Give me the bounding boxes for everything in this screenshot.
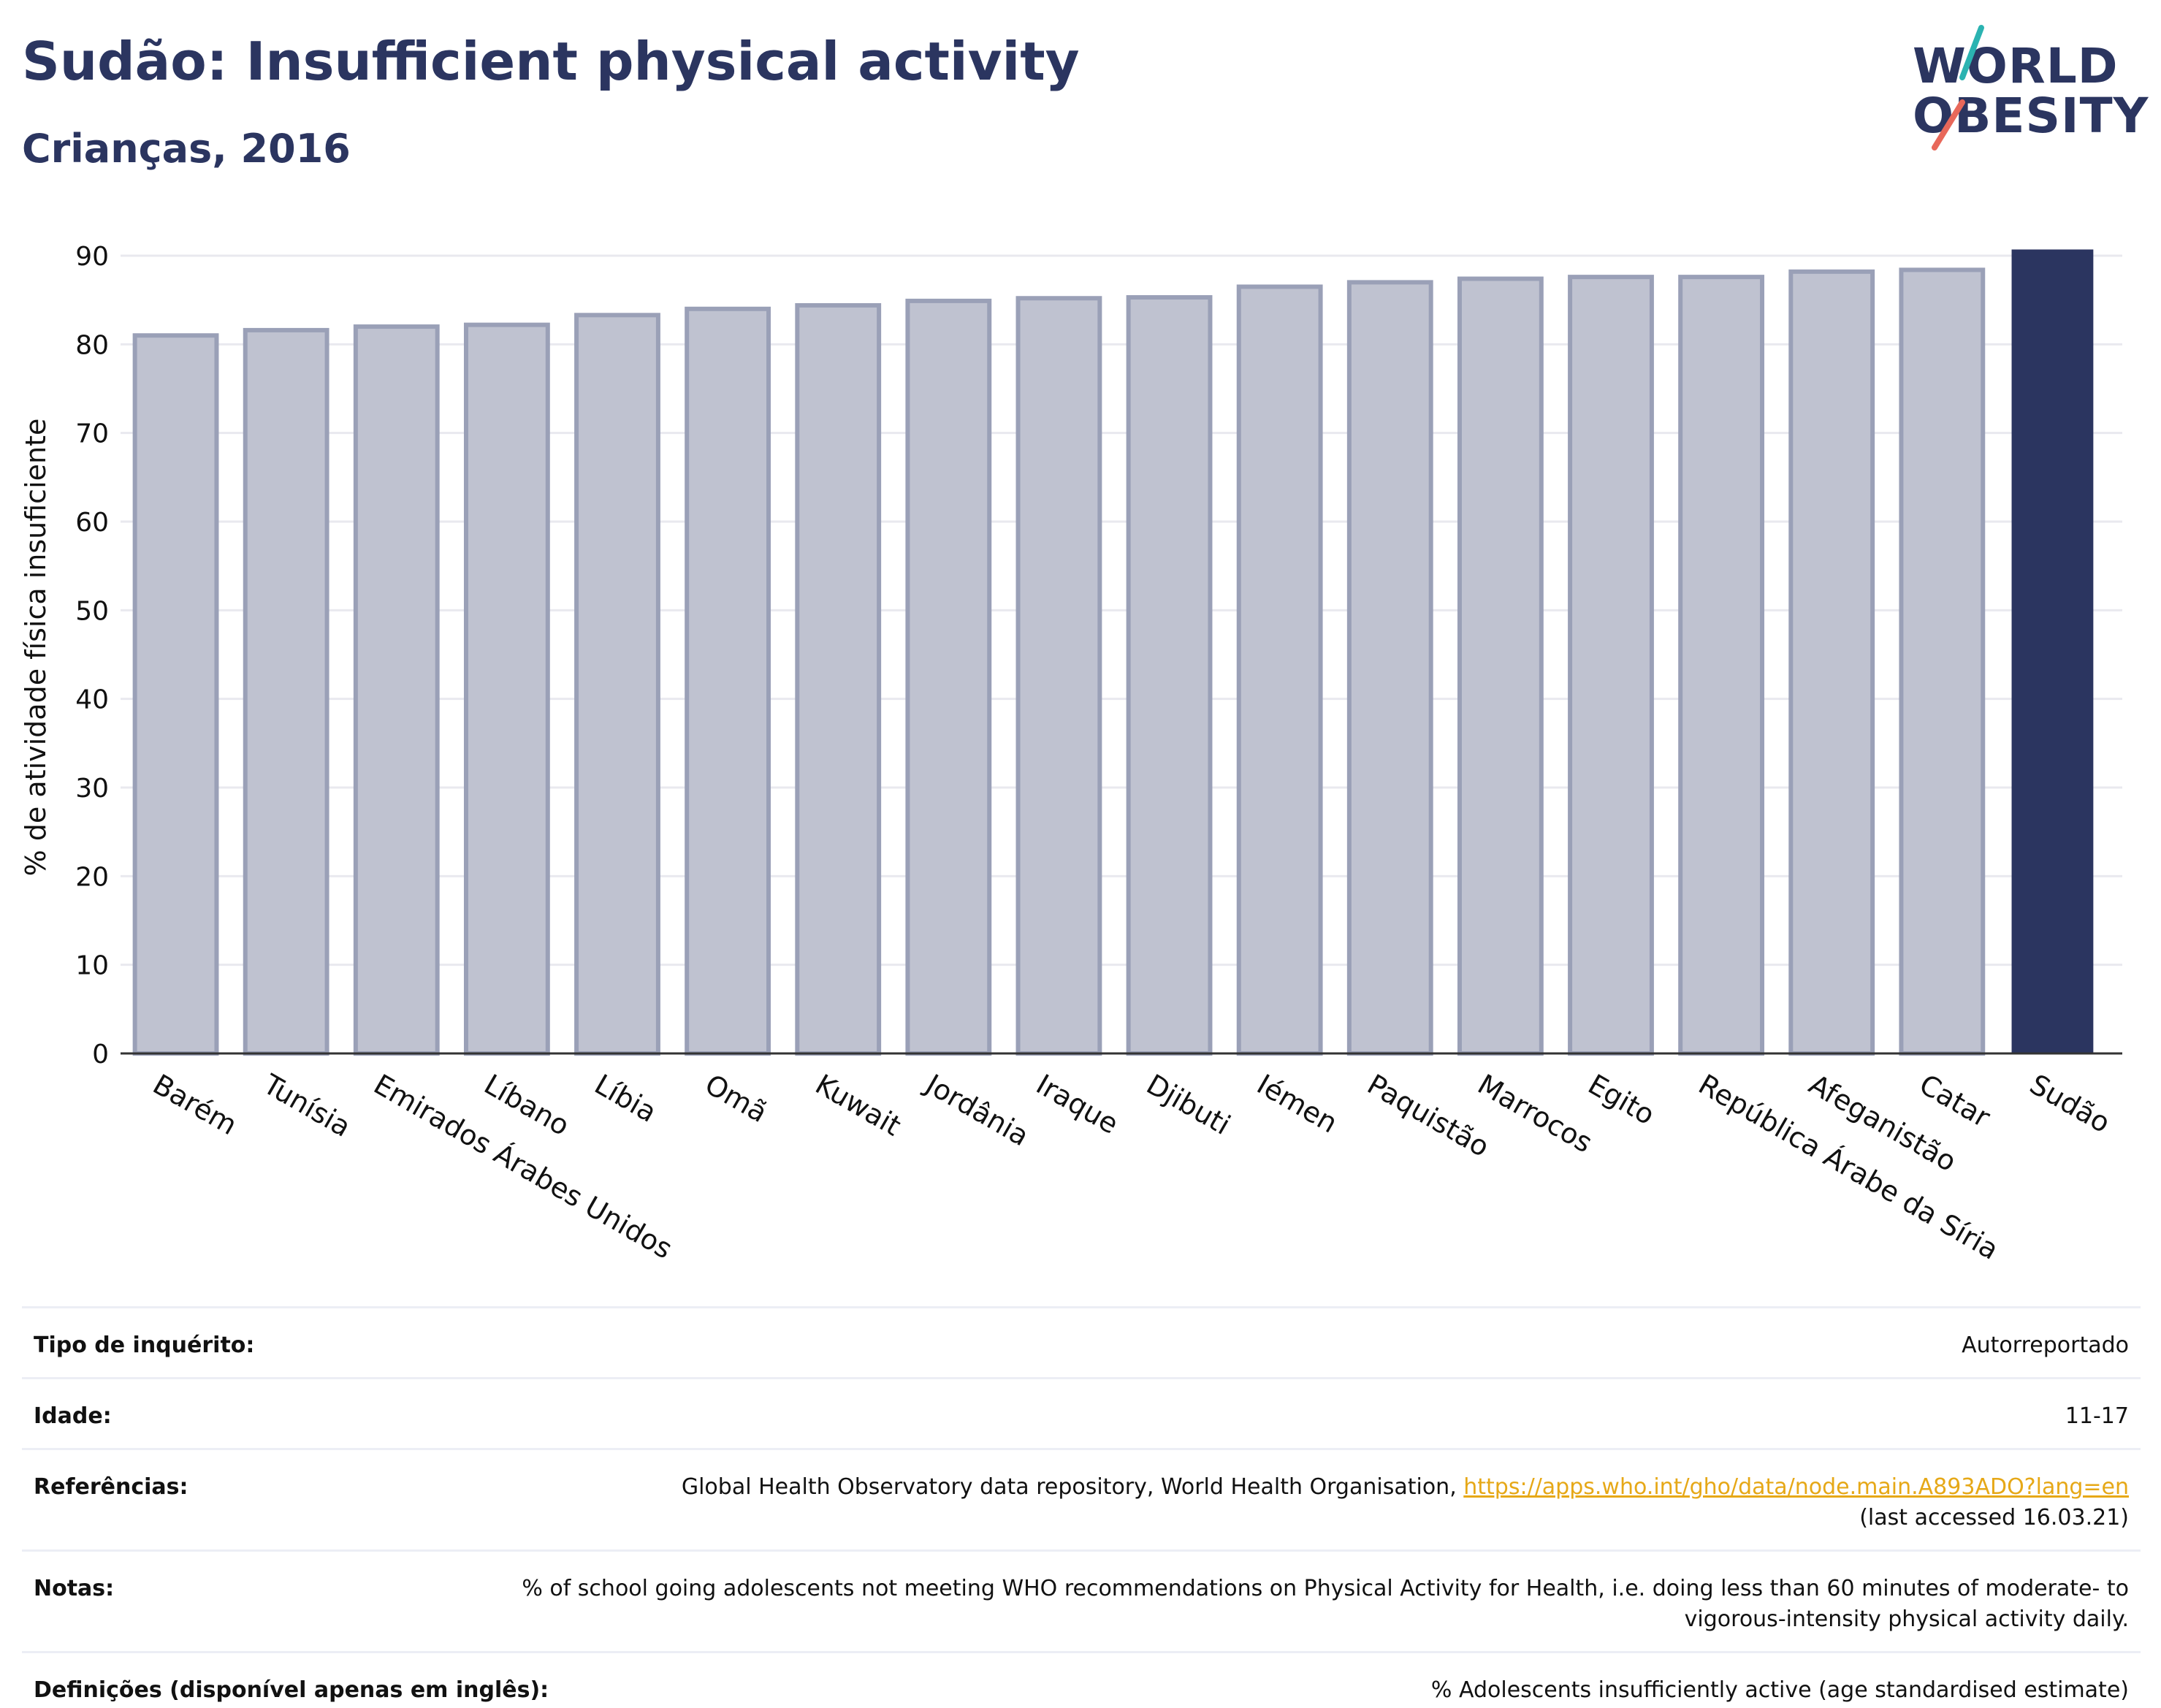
x-tick-label: Marrocos [1472,1068,1598,1159]
x-tick-label: Djibuti [1141,1068,1235,1141]
meta-label: Notas: [34,1576,115,1601]
meta-label: Referências: [34,1474,188,1500]
meta-row-notes: Notas: % of school going adolescents not… [22,1549,2141,1651]
bars [132,249,2094,1056]
meta-label: Definições (disponível apenas em inglês)… [34,1677,549,1703]
y-tick-label: 80 [75,330,109,360]
metadata-table: Tipo de inquérito: Autorreportado Idade:… [22,1306,2141,1708]
meta-label: Idade: [34,1403,112,1429]
y-tick-label: 20 [75,862,109,892]
reference-accessed: (last accessed 16.03.21) [1859,1505,2129,1530]
bar [1568,275,1654,1056]
logo-slash-icon [1932,25,1984,150]
x-tick-label: Tunísia [257,1067,356,1143]
bar [1457,276,1544,1056]
x-tick-label: Paquistão [1362,1068,1495,1163]
meta-row-age: Idade: 11-17 [22,1377,2141,1448]
bar [353,324,440,1056]
x-tick-label: Barém [148,1068,243,1141]
bar [795,302,882,1056]
meta-row-survey: Tipo de inquérito: Autorreportado [22,1306,2141,1377]
meta-row-definitions: Definições (disponível apenas em inglês)… [22,1651,2141,1708]
y-tick-label: 40 [75,685,109,715]
meta-value: % of school going adolescents not meetin… [522,1576,2129,1632]
x-tick-label: Sudão [2024,1068,2116,1140]
bar [905,298,992,1056]
x-tick-label: Iraque [1031,1068,1124,1140]
bar [1678,275,1765,1056]
x-tick-label: Catar [1914,1068,1996,1134]
meta-value: Autorreportado [1962,1333,2129,1358]
y-tick-label: 10 [75,951,109,981]
logo-line-1: WORLD [1913,38,2119,94]
bar [1899,267,1986,1056]
page-title: Sudão: Insufficient physical activity [22,31,1080,92]
bar [463,322,550,1056]
y-tick-label: 70 [75,419,109,449]
bar [1236,284,1323,1056]
meta-row-references: Referências: Global Health Observatory d… [22,1448,2141,1549]
bar [1346,280,1433,1056]
bar [1126,295,1213,1056]
bar [1015,296,1102,1056]
meta-value: Global Health Observatory data repositor… [682,1472,2129,1533]
x-tick-label: Omã [700,1068,773,1129]
reference-text: Global Health Observatory data repositor… [681,1474,1464,1500]
y-tick-label: 90 [75,242,109,272]
y-tick-label: 60 [75,508,109,538]
bar [1788,269,1875,1056]
reference-link[interactable]: https://apps.who.int/gho/data/node.main.… [1463,1474,2129,1500]
meta-value: 11-17 [2065,1403,2129,1429]
y-tick-label: 0 [92,1040,109,1070]
x-tick-label: Iémen [1251,1068,1343,1140]
y-tick-label: 30 [75,774,109,804]
bar [685,306,771,1056]
meta-label: Tipo de inquérito: [34,1333,255,1358]
bar [132,333,219,1056]
y-tick-label: 50 [75,596,109,626]
x-tick-label: Egito [1583,1068,1661,1132]
x-tick-label: Kuwait [810,1068,907,1143]
page-subtitle: Crianças, 2016 [22,126,351,172]
world-obesity-logo: WORLD OBESITY [1899,22,2148,161]
x-tick-label: Líbia [590,1068,663,1129]
x-tick-label: Jordânia [919,1067,1034,1152]
bar [243,327,329,1056]
bar [574,313,660,1056]
meta-value: % Adolescents insufficiently active (age… [1430,1677,2129,1703]
y-axis-label: % de atividade física insuficiente [20,419,52,877]
bar [2011,249,2094,1054]
